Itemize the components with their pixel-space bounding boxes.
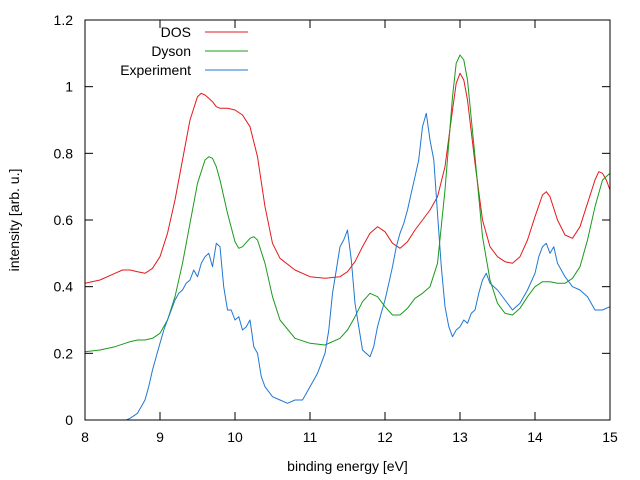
series-line-dyson	[84, 54, 611, 353]
series-line-experiment	[126, 112, 611, 421]
legend: DOS Dyson Experiment	[120, 24, 248, 78]
x-axis-label: binding energy [eV]	[287, 458, 408, 474]
legend-label-dyson: Dyson	[151, 43, 191, 59]
x-tick-label: 13	[452, 429, 468, 445]
x-tick-label: 8	[81, 429, 89, 445]
legend-label-experiment: Experiment	[120, 62, 191, 78]
y-axis-label: intensity [arb. u.]	[6, 169, 22, 272]
series-layer	[84, 54, 611, 421]
legend-label-dos: DOS	[161, 24, 191, 40]
y-tick-label: 0.2	[54, 345, 74, 361]
x-tick-label: 12	[377, 429, 393, 445]
tick-layer: 8 9 10 11 12 13 14 15 0 0.2 0.4 0.6 0.8 1 1.2	[54, 12, 618, 445]
y-tick-label: 1.2	[54, 12, 74, 28]
x-tick-label: 15	[602, 429, 618, 445]
x-tick-label: 9	[156, 429, 164, 445]
y-tick-label: 0.6	[54, 212, 74, 228]
series-line-dos	[84, 72, 611, 284]
x-tick-label: 10	[227, 429, 243, 445]
y-tick-label: 0.4	[54, 279, 74, 295]
y-tick-label: 0.8	[54, 145, 74, 161]
x-tick-label: 14	[527, 429, 543, 445]
y-tick-label: 1	[65, 79, 73, 95]
y-tick-label: 0	[65, 412, 73, 428]
x-tick-label: 11	[303, 429, 318, 445]
